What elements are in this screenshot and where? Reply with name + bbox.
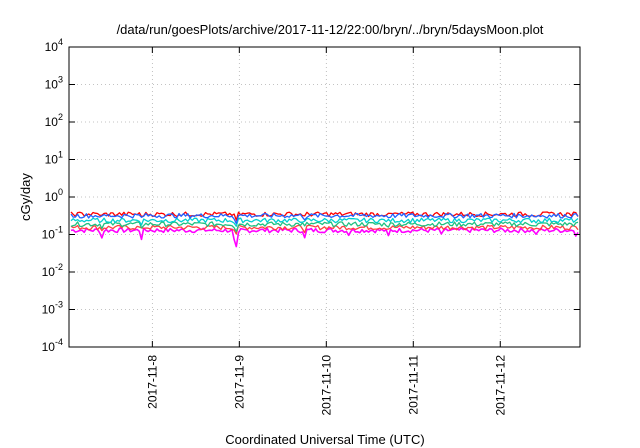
series-line (70, 227, 579, 248)
y-tick-label: 104 (45, 37, 63, 54)
y-tick-label: 10-3 (42, 300, 63, 317)
y-tick-label: 102 (45, 112, 63, 129)
x-tick-label: 2017-11-12 (493, 355, 507, 416)
series-line (70, 217, 579, 227)
y-axis-label: cGy/day (18, 173, 33, 221)
y-tick-label: 10-1 (42, 225, 63, 242)
series-line (70, 224, 579, 235)
series-layer (70, 211, 579, 248)
y-tick-label: 100 (45, 187, 63, 204)
x-tick-label: 2017-11-11 (406, 355, 420, 415)
x-ticks: 2017-11-8 2017-11-9 2017-11-10 2017-11-11 20… (145, 47, 507, 416)
series-line (70, 221, 579, 233)
x-axis-label: Coordinated Universal Time (UTC) (225, 432, 424, 447)
x-tick-label: 2017-11-9 (232, 355, 246, 409)
x-tick-label: 2017-11-10 (319, 355, 333, 416)
y-tick-label: 103 (45, 75, 63, 92)
series-line (70, 212, 579, 225)
y-tick-label: 101 (45, 150, 63, 167)
y-tick-label: 10-2 (42, 262, 63, 279)
grid (69, 47, 580, 347)
y-tick-label: 10-4 (42, 337, 63, 354)
y-ticks: 10-4 10-3 10-2 10-1 100 101 102 103 104 (42, 37, 580, 354)
x-tick-label: 2017-11-8 (145, 355, 159, 409)
chart-title: /data/run/goesPlots/archive/2017-11-12/2… (117, 22, 544, 37)
